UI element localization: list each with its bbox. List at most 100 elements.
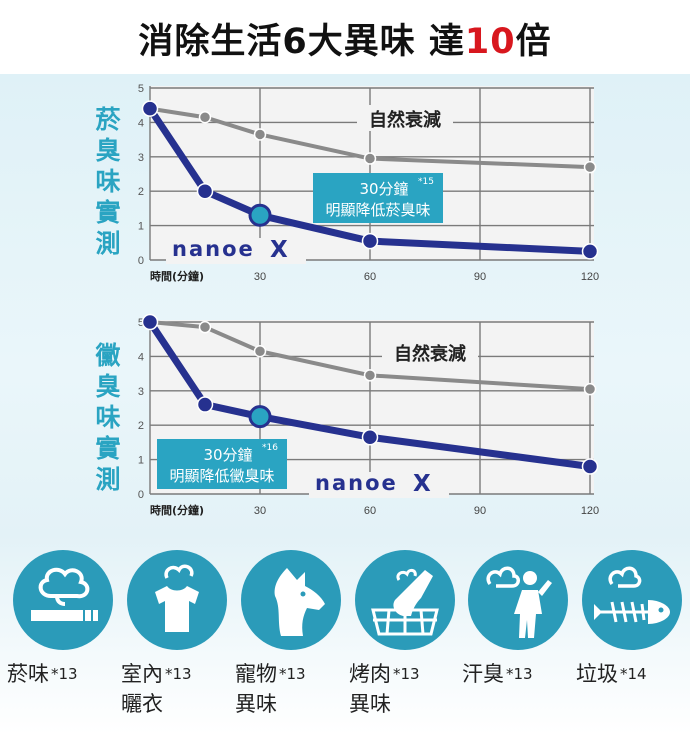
headline: 消除生活6大異味 達10倍 <box>0 0 690 78</box>
odor-icons-row: 菸味 *13 室內 *13 曬衣 寵物 *13 異味 <box>0 538 690 734</box>
odor-name: 室內 <box>121 662 163 686</box>
odor-label: 寵物 *13 異味 <box>235 659 365 719</box>
sweaty-person-icon <box>486 566 552 638</box>
vertical-label-char: 菸 <box>95 105 121 134</box>
fish-bone-garbage-icon <box>594 566 670 624</box>
y-tick-label: 5 <box>138 83 144 95</box>
nanoe-x-point <box>581 458 599 475</box>
odor-label: 菸味 *13 <box>7 659 137 689</box>
natural-decay-label-bg <box>382 339 478 365</box>
grilled-meat-icon <box>371 568 439 636</box>
nanoe-x-point <box>361 428 379 446</box>
natural-decay-point <box>253 344 267 358</box>
odor-name-line2: 異味 <box>349 692 391 716</box>
y-tick-label: 1 <box>138 221 144 233</box>
y-tick-label: 0 <box>138 489 144 501</box>
natural-decay-label: 自然衰減 <box>369 109 441 131</box>
pet-dog-icon <box>274 568 325 636</box>
y-tick-label: 5 <box>138 317 144 329</box>
chart2-vertical-label: 黴 臭 味 實 測 <box>94 340 122 495</box>
laundry-shirt-icon <box>155 564 199 632</box>
vertical-label-char: 味 <box>95 167 121 196</box>
natural-decay-label: 自然衰減 <box>394 343 466 365</box>
y-tick-label: 2 <box>138 420 144 432</box>
icon-circle <box>355 550 455 650</box>
odor-name: 寵物 <box>235 662 277 686</box>
natural-decay-point <box>198 320 212 334</box>
footnote-ref: *13 <box>51 665 78 683</box>
odor-label: 垃圾 *14 <box>576 659 690 689</box>
brand-logo-nanoe: nanoe <box>315 471 398 495</box>
footnote-ref: *13 <box>393 665 420 683</box>
callout-line2: 明顯降低黴臭味 <box>169 467 274 485</box>
natural-decay-point <box>363 152 377 165</box>
odor-name: 汗臭 <box>462 662 504 686</box>
x-tick-label: 60 <box>364 505 376 517</box>
vertical-label-char: 味 <box>95 403 121 432</box>
vertical-label-char: 臭 <box>95 372 121 401</box>
x-tick-label: 120 <box>581 271 599 283</box>
odor-name-line2: 曬衣 <box>121 692 163 716</box>
headline-text: 消除生活6大異味 達 <box>138 22 465 62</box>
natural-decay-point <box>583 382 597 396</box>
headline-suffix: 倍 <box>515 22 552 62</box>
odor-label: 室內 *13 曬衣 <box>121 659 251 719</box>
callout-line1: 30分鐘 <box>203 446 252 464</box>
y-tick-label: 3 <box>138 386 144 398</box>
highlight-point-30min <box>248 405 272 429</box>
vertical-label-char: 實 <box>95 198 121 227</box>
x-axis-label: 時間(分鐘) <box>150 503 204 517</box>
highlight-point-30min <box>248 203 272 227</box>
callout-line2: 明顯降低菸臭味 <box>325 201 430 219</box>
footnote-ref: *13 <box>279 665 306 683</box>
nanoe-x-point <box>361 232 379 250</box>
odor-label: 烤肉 *13 異味 <box>349 659 479 719</box>
vertical-label-char: 臭 <box>95 136 121 165</box>
y-tick-label: 4 <box>138 117 144 129</box>
icon-circle <box>241 550 341 650</box>
nanoe-x-point <box>581 243 599 260</box>
x-tick-label: 90 <box>474 505 486 517</box>
vertical-label-char: 黴 <box>95 341 121 370</box>
callout-footnote-ref: *15 <box>418 177 434 187</box>
y-tick-label: 3 <box>138 152 144 164</box>
vertical-label-char: 實 <box>95 434 121 463</box>
footnote-ref: *14 <box>620 665 647 683</box>
footnote-ref: *13 <box>506 665 533 683</box>
odor-name: 菸味 <box>7 662 49 686</box>
callout-footnote-ref: *16 <box>262 443 278 453</box>
y-tick-label: 2 <box>138 186 144 198</box>
mold-odor-chart: 0 1 2 3 4 5 30 60 90 120 時間(分鐘) 自然衰減 30分鐘 *16 明顯降低黴臭味 n… <box>138 313 599 517</box>
x-tick-label: 60 <box>364 271 376 283</box>
cigarette-smoke-icon <box>31 567 98 621</box>
x-tick-label: 120 <box>581 505 599 517</box>
odor-name-line2: 異味 <box>235 692 277 716</box>
icon-circle <box>582 550 682 650</box>
x-axis-label: 時間(分鐘) <box>150 269 204 283</box>
nanoe-x-point <box>141 100 159 117</box>
y-tick-label: 4 <box>138 351 144 363</box>
chart1-vertical-label: 菸 臭 味 實 測 <box>94 104 122 259</box>
brand-logo-nanoe: nanoe <box>172 237 255 261</box>
brand-logo-bg <box>309 472 449 498</box>
natural-decay-point <box>198 110 212 124</box>
natural-decay-point <box>363 369 377 382</box>
smoke-odor-chart: 0 1 2 3 4 5 30 60 90 120 時間(分鐘) 自然衰減 30分鐘 *15 明顯降低菸臭味 n… <box>138 83 599 283</box>
nanoe-x-point <box>196 182 214 200</box>
callout-line1: 30分鐘 <box>359 180 408 198</box>
x-tick-label: 90 <box>474 271 486 283</box>
brand-logo-bg <box>166 238 306 264</box>
nanoe-x-point <box>141 313 159 331</box>
footnote-ref: *13 <box>165 665 192 683</box>
nanoe-x-point <box>196 396 214 413</box>
headline-highlight-number: 10 <box>464 22 516 62</box>
vertical-label-char: 測 <box>95 465 121 494</box>
icon-circle <box>13 550 113 650</box>
y-tick-label: 0 <box>138 255 144 267</box>
vertical-label-char: 測 <box>95 229 121 258</box>
icon-circle <box>468 550 568 650</box>
callout-box <box>157 439 287 489</box>
x-tick-label: 30 <box>254 505 266 517</box>
brand-logo-x: X <box>270 237 288 263</box>
x-tick-label: 30 <box>254 271 266 283</box>
